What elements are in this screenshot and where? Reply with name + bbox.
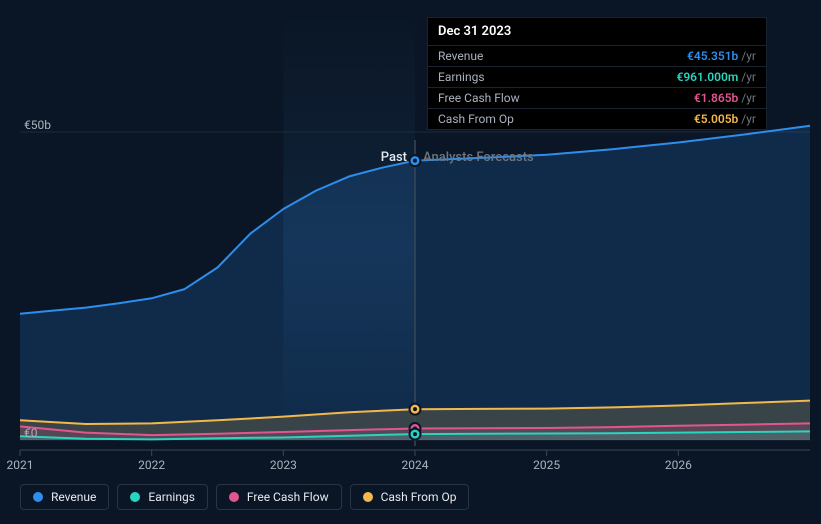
- tooltip-row-value: €5.005b: [694, 112, 738, 126]
- legend-item-revenue[interactable]: Revenue: [20, 484, 109, 510]
- tooltip-row-value: €1.865b: [694, 91, 738, 105]
- legend-swatch-icon: [130, 492, 140, 502]
- tooltip-row-unit: /yr: [741, 91, 756, 105]
- x-tick-label: 2024: [402, 458, 429, 472]
- tooltip-row-label: Earnings: [438, 70, 505, 84]
- x-tick-label: 2025: [533, 458, 560, 472]
- tooltip-row-unit: /yr: [741, 70, 756, 84]
- tooltip-row-label: Revenue: [438, 49, 503, 63]
- chart-tooltip: Dec 31 2023 Revenue €45.351b/yr Earnings €9…: [427, 17, 767, 130]
- y-tick-label: €50b: [24, 118, 51, 132]
- tooltip-row-cfo: Cash From Op €5.005b/yr: [428, 108, 766, 129]
- tooltip-row-earnings: Earnings €961.000m/yr: [428, 66, 766, 87]
- tooltip-row-value: €961.000m: [676, 70, 738, 84]
- legend-item-cfo[interactable]: Cash From Op: [350, 484, 470, 510]
- tooltip-row-unit: /yr: [741, 112, 756, 126]
- financial-chart: Dec 31 2023 Revenue €45.351b/yr Earnings €9…: [0, 0, 821, 524]
- legend-item-fcf[interactable]: Free Cash Flow: [216, 484, 342, 510]
- tooltip-row-value: €45.351b: [687, 49, 738, 63]
- legend-swatch-icon: [33, 492, 43, 502]
- x-tick-label: 2026: [665, 458, 692, 472]
- legend-label: Cash From Op: [381, 490, 457, 504]
- legend-label: Revenue: [51, 490, 96, 504]
- legend-label: Earnings: [148, 490, 195, 504]
- tooltip-row-unit: /yr: [741, 49, 756, 63]
- x-tick-label: 2021: [7, 458, 34, 472]
- tooltip-row-revenue: Revenue €45.351b/yr: [428, 45, 766, 66]
- legend-label: Free Cash Flow: [247, 490, 329, 504]
- legend-swatch-icon: [363, 492, 373, 502]
- legend: Revenue Earnings Free Cash Flow Cash From O…: [20, 484, 469, 510]
- future-label: Analysts Forecasts: [423, 150, 534, 165]
- tooltip-row-label: Free Cash Flow: [438, 91, 540, 105]
- tooltip-date: Dec 31 2023: [428, 18, 766, 45]
- tooltip-row-fcf: Free Cash Flow €1.865b/yr: [428, 87, 766, 108]
- x-tick-label: 2023: [270, 458, 297, 472]
- past-label: Past: [381, 150, 407, 165]
- tooltip-row-label: Cash From Op: [438, 112, 534, 126]
- legend-swatch-icon: [229, 492, 239, 502]
- y-tick-label: €0: [24, 426, 38, 440]
- x-tick-label: 2022: [138, 458, 165, 472]
- legend-item-earnings[interactable]: Earnings: [117, 484, 208, 510]
